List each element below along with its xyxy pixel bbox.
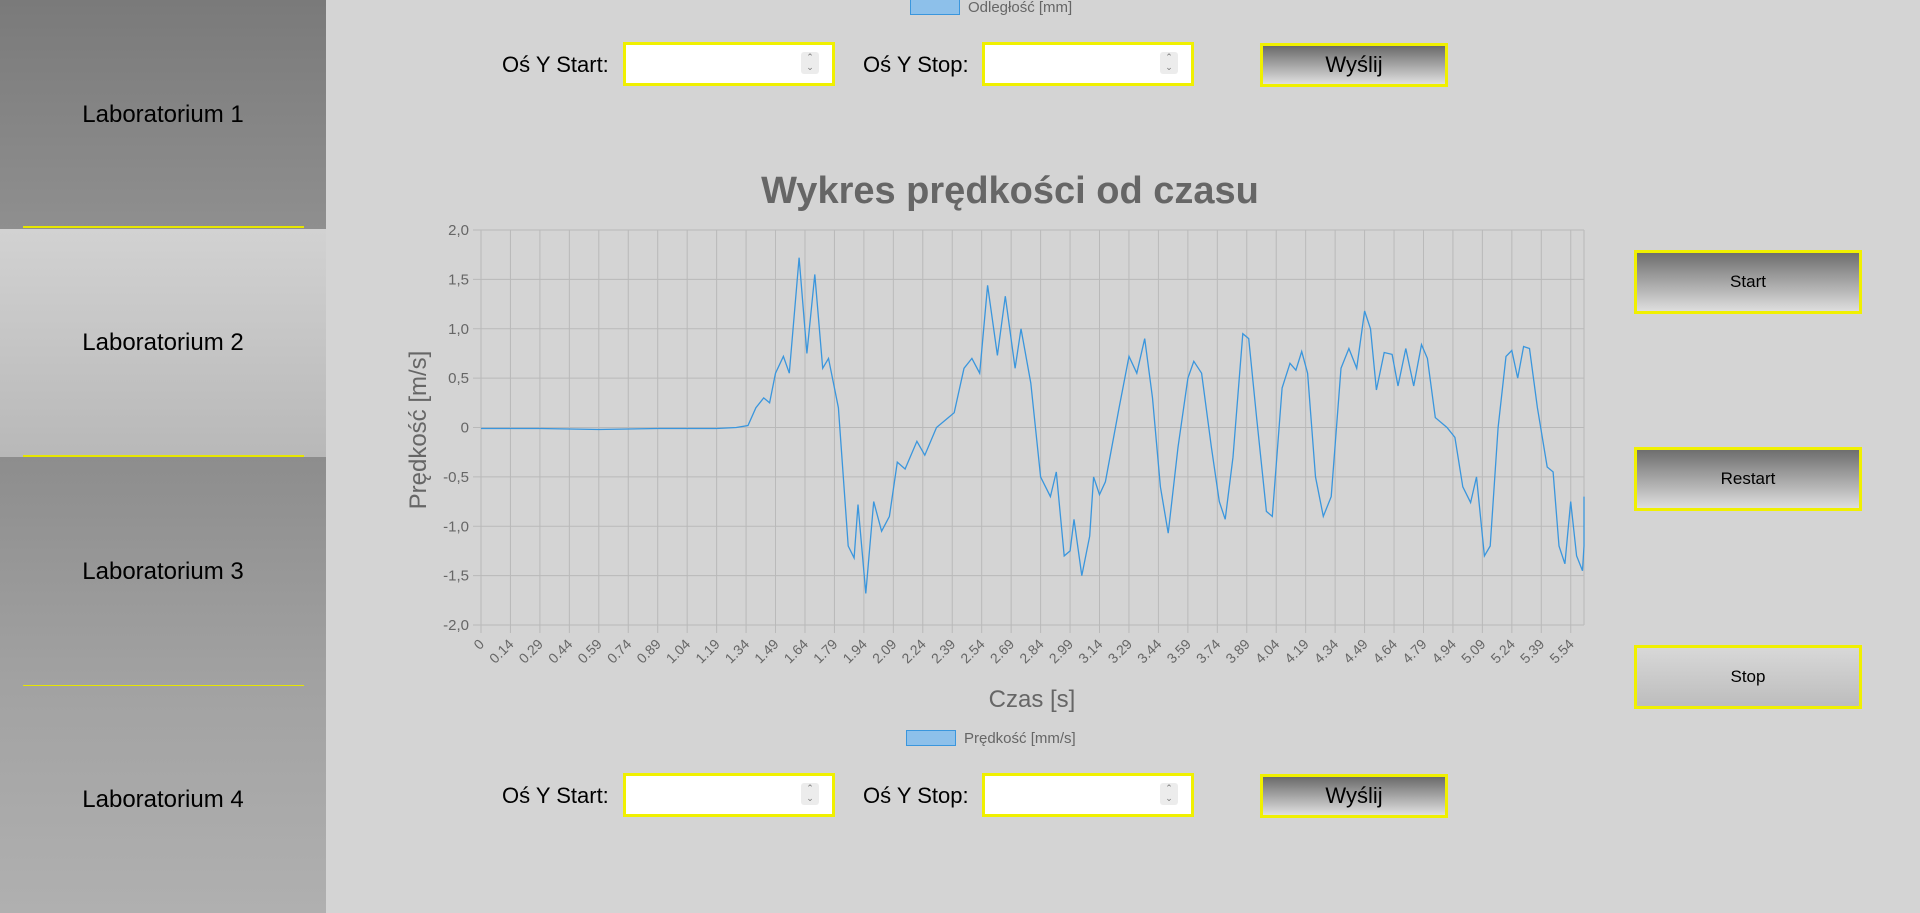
restart-button[interactable]: Restart [1634,447,1862,511]
y-start-label: Oś Y Start: [502,52,609,77]
chart-legend: Prędkość [mm/s] [906,729,1076,747]
x-tick-label: 2.24 [898,636,929,667]
x-tick-label: 2.09 [869,636,900,667]
x-tick-label: 3.59 [1163,636,1194,667]
legend-swatch [906,730,956,746]
x-tick-label: 3.74 [1193,636,1224,667]
top-chart-legend: Odległość [mm] [910,0,1073,16]
y-axis-ticks: -2,0 -1,5 -1,0 -0,5 0 0,5 1,0 1,5 2,0 [443,222,469,634]
x-tick-label: 4.34 [1311,636,1342,667]
x-tick-label: 2.99 [1046,636,1077,667]
y-axis-label: Prędkość [m/s] [405,351,432,510]
y-start-label: Oś Y Start: [502,783,609,808]
sidebar-item-label: Laboratorium 4 [82,785,244,813]
velocity-chart: -2,0-1,5-1,0-0,500,51,01,52,0 00.140.290… [405,222,1585,713]
spinner-icon[interactable]: ⌃ ⌄ [1160,52,1178,74]
chart-title: Wykres prędkości od czasu [761,170,1259,212]
y-stop-label: Oś Y Stop: [863,783,969,808]
x-tick-label: 4.94 [1428,636,1459,667]
y-stop-input[interactable] [982,42,1194,86]
x-tick-label: 0.89 [633,636,664,667]
x-tick-label: 1.49 [751,636,782,667]
x-tick-label: 3.29 [1104,636,1135,667]
sidebar-item-laboratorium-1[interactable]: Laboratorium 1 [0,0,326,229]
spinner-icon[interactable]: ⌃ ⌄ [801,783,819,805]
x-tick-label: 0.29 [515,636,546,667]
y-stop-input[interactable] [982,773,1194,817]
y-tick-label: -2,0 [443,617,469,634]
x-tick-label: 2.39 [928,636,959,667]
spinner-icon[interactable]: ⌃ ⌄ [1160,783,1178,805]
x-tick-label: 2.54 [957,636,988,667]
x-tick-label: 0.44 [545,636,576,667]
legend-label: Odległość [mm] [968,0,1073,16]
start-button[interactable]: Start [1634,250,1862,314]
x-tick-label: 1.19 [692,636,723,667]
spinner-icon[interactable]: ⌃ ⌄ [801,52,819,74]
sidebar-item-label: Laboratorium 3 [82,557,244,585]
send-button[interactable]: Wyślij [1260,43,1448,87]
x-tick-label: 5.09 [1458,636,1489,667]
divider [23,226,304,228]
x-tick-label: 0.59 [574,636,605,667]
x-tick-label: 0.74 [604,636,635,667]
x-tick-label: 1.94 [839,636,870,667]
x-axis-label: Czas [s] [989,686,1076,713]
x-tick-label: 4.19 [1281,636,1312,667]
y-start-input[interactable] [623,773,835,817]
sidebar: Laboratorium 1 Laboratorium 2 Laboratori… [0,0,326,913]
x-tick-label: 5.54 [1546,636,1577,667]
x-axis-ticks: 00.140.290.440.590.740.891.041.191.341.4… [470,636,1577,667]
y-tick-label: -1,0 [443,518,469,535]
x-tick-label: 1.64 [781,636,812,667]
stop-button[interactable]: Stop [1634,645,1862,709]
x-tick-label: 2.84 [1016,636,1047,667]
y-tick-label: -1,5 [443,568,469,585]
y-start-input[interactable] [623,42,835,86]
divider [23,455,304,457]
y-stop-label: Oś Y Stop: [863,52,969,77]
y-tick-label: 1,5 [448,271,469,288]
x-tick-label: 4.49 [1340,636,1371,667]
sidebar-item-laboratorium-2[interactable]: Laboratorium 2 [0,229,326,457]
x-tick-label: 1.79 [810,636,841,667]
x-tick-label: 5.39 [1517,636,1548,667]
top-axis-form: Oś Y Start: ⌃ ⌄ Oś Y Stop: ⌃ ⌄ Wyślij [326,42,1920,90]
x-tick-label: 4.04 [1252,636,1283,667]
y-tick-label: -0,5 [443,469,469,486]
series-line-predkosc [481,257,1585,594]
y-tick-label: 2,0 [448,222,469,239]
send-button[interactable]: Wyślij [1260,774,1448,818]
bottom-axis-form: Oś Y Start: ⌃ ⌄ Oś Y Stop: ⌃ ⌄ Wyślij [326,773,1920,821]
x-tick-label: 2.69 [987,636,1018,667]
sidebar-item-label: Laboratorium 1 [82,100,244,128]
y-tick-label: 1,0 [448,321,469,338]
x-tick-label: 1.34 [722,636,753,667]
x-tick-label: 3.89 [1222,636,1253,667]
y-tick-label: 0 [461,420,469,437]
legend-label: Prędkość [mm/s] [964,729,1076,747]
sidebar-item-laboratorium-4[interactable]: Laboratorium 4 [0,686,326,913]
x-tick-label: 3.14 [1075,636,1106,667]
x-tick-label: 3.44 [1134,636,1165,667]
x-tick-label: 4.64 [1370,636,1401,667]
legend-swatch [910,0,960,15]
x-tick-label: 1.04 [663,636,694,667]
sidebar-item-label: Laboratorium 2 [82,329,244,356]
x-tick-label: 0 [470,636,487,653]
sidebar-item-laboratorium-3[interactable]: Laboratorium 3 [0,457,326,686]
x-tick-label: 0.14 [486,636,517,667]
x-tick-label: 4.79 [1399,636,1430,667]
x-tick-label: 5.24 [1487,636,1518,667]
chart-grid [473,229,1585,633]
y-tick-label: 0,5 [448,370,469,387]
